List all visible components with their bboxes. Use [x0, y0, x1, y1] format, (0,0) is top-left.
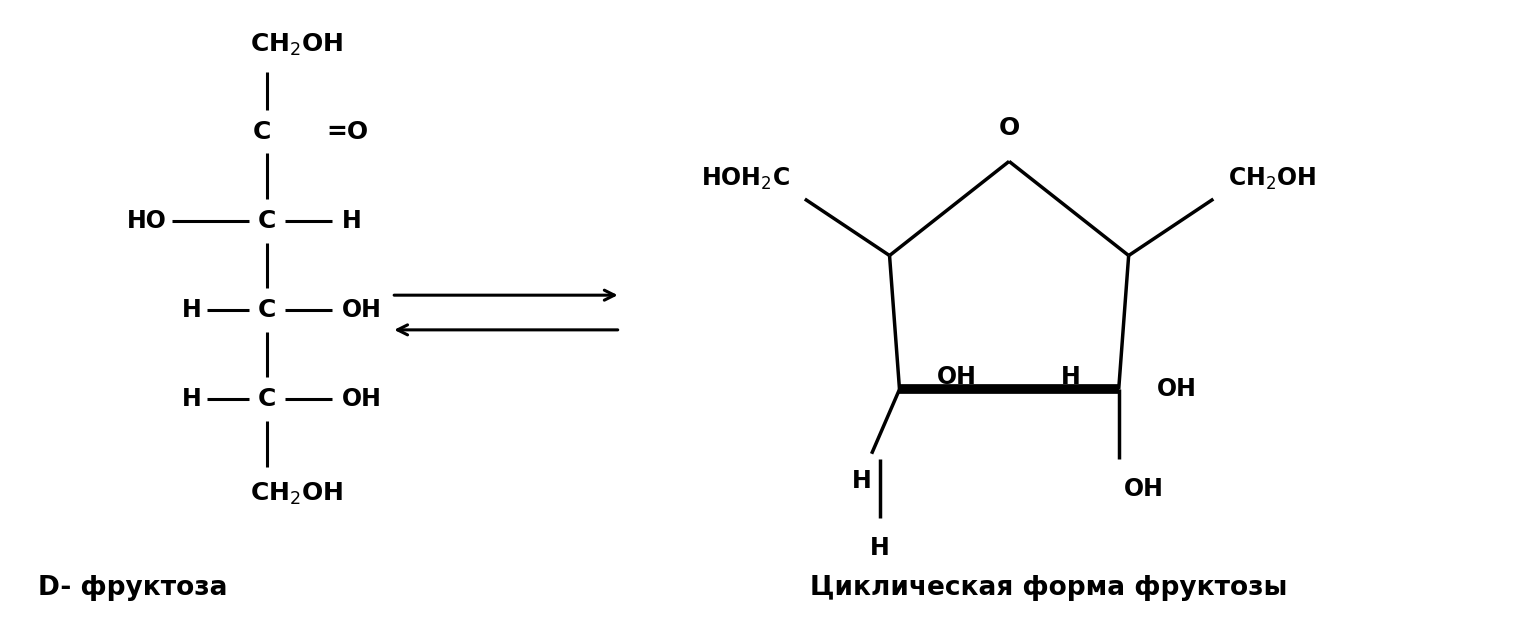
Text: =O: =O [326, 120, 369, 144]
Text: CH$_2$OH: CH$_2$OH [1228, 166, 1316, 192]
Text: H: H [852, 469, 871, 493]
Text: O: O [999, 115, 1020, 140]
Text: OH: OH [342, 387, 381, 411]
Text: CH$_2$OH: CH$_2$OH [250, 480, 343, 507]
Text: C: C [253, 120, 271, 144]
Text: C: C [258, 209, 276, 233]
Text: H: H [183, 387, 201, 411]
Text: H: H [342, 209, 361, 233]
Text: HO: HO [127, 209, 168, 233]
Text: OH: OH [342, 298, 381, 322]
Text: C: C [258, 298, 276, 322]
Text: H: H [183, 298, 201, 322]
Text: OH: OH [938, 365, 978, 389]
Text: Циклическая форма фруктозы: Циклическая форма фруктозы [810, 575, 1287, 600]
Text: H: H [869, 536, 889, 560]
Text: OH: OH [1124, 476, 1164, 501]
Text: H: H [1061, 365, 1081, 389]
Text: HOH$_2$C: HOH$_2$C [702, 166, 790, 192]
Text: D- фруктоза: D- фруктоза [38, 575, 227, 600]
Text: CH$_2$OH: CH$_2$OH [250, 32, 343, 59]
Text: C: C [258, 387, 276, 411]
Text: OH: OH [1156, 377, 1197, 401]
